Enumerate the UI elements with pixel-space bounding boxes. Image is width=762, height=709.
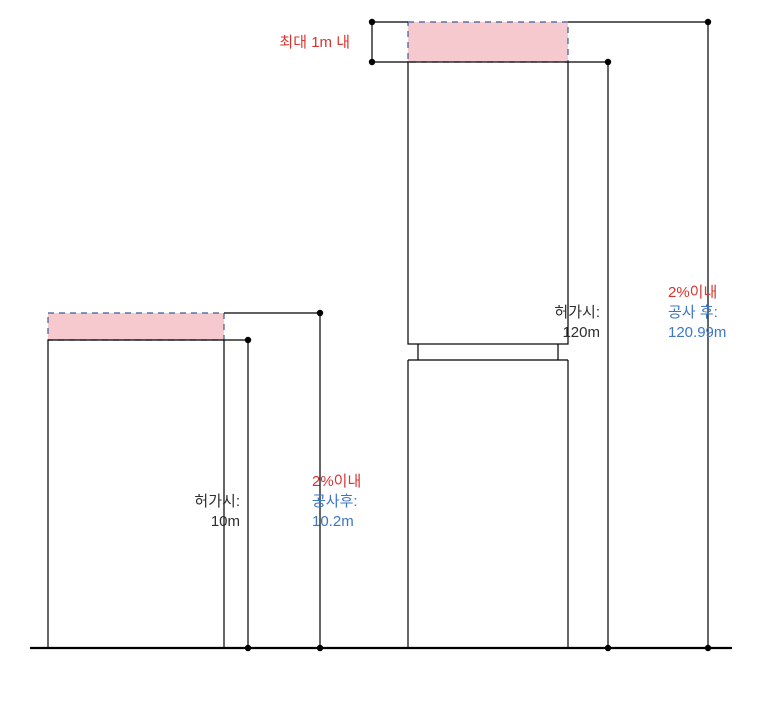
right-after-label: 공사 후: — [668, 304, 718, 321]
left-after-value: 10.2m — [312, 513, 354, 530]
top-max-label: 최대 1m 내 — [279, 34, 350, 51]
left-after-label: 공사후: — [312, 493, 358, 510]
left-permit-label: 허가시: — [194, 493, 240, 510]
right-percent-label: 2%이내 — [668, 284, 717, 301]
left-permit-value: 10m — [211, 513, 240, 530]
height-tolerance-diagram: 2%이내허가시:10m공사후:10.2m2%이내허가시:120m공사 후:120… — [0, 0, 762, 709]
right-after-value: 120.99m — [668, 324, 726, 341]
right-permit-label: 허가시: — [554, 304, 600, 321]
left-percent-label: 2%이내 — [312, 473, 361, 490]
right-permit-value: 120m — [562, 324, 600, 341]
